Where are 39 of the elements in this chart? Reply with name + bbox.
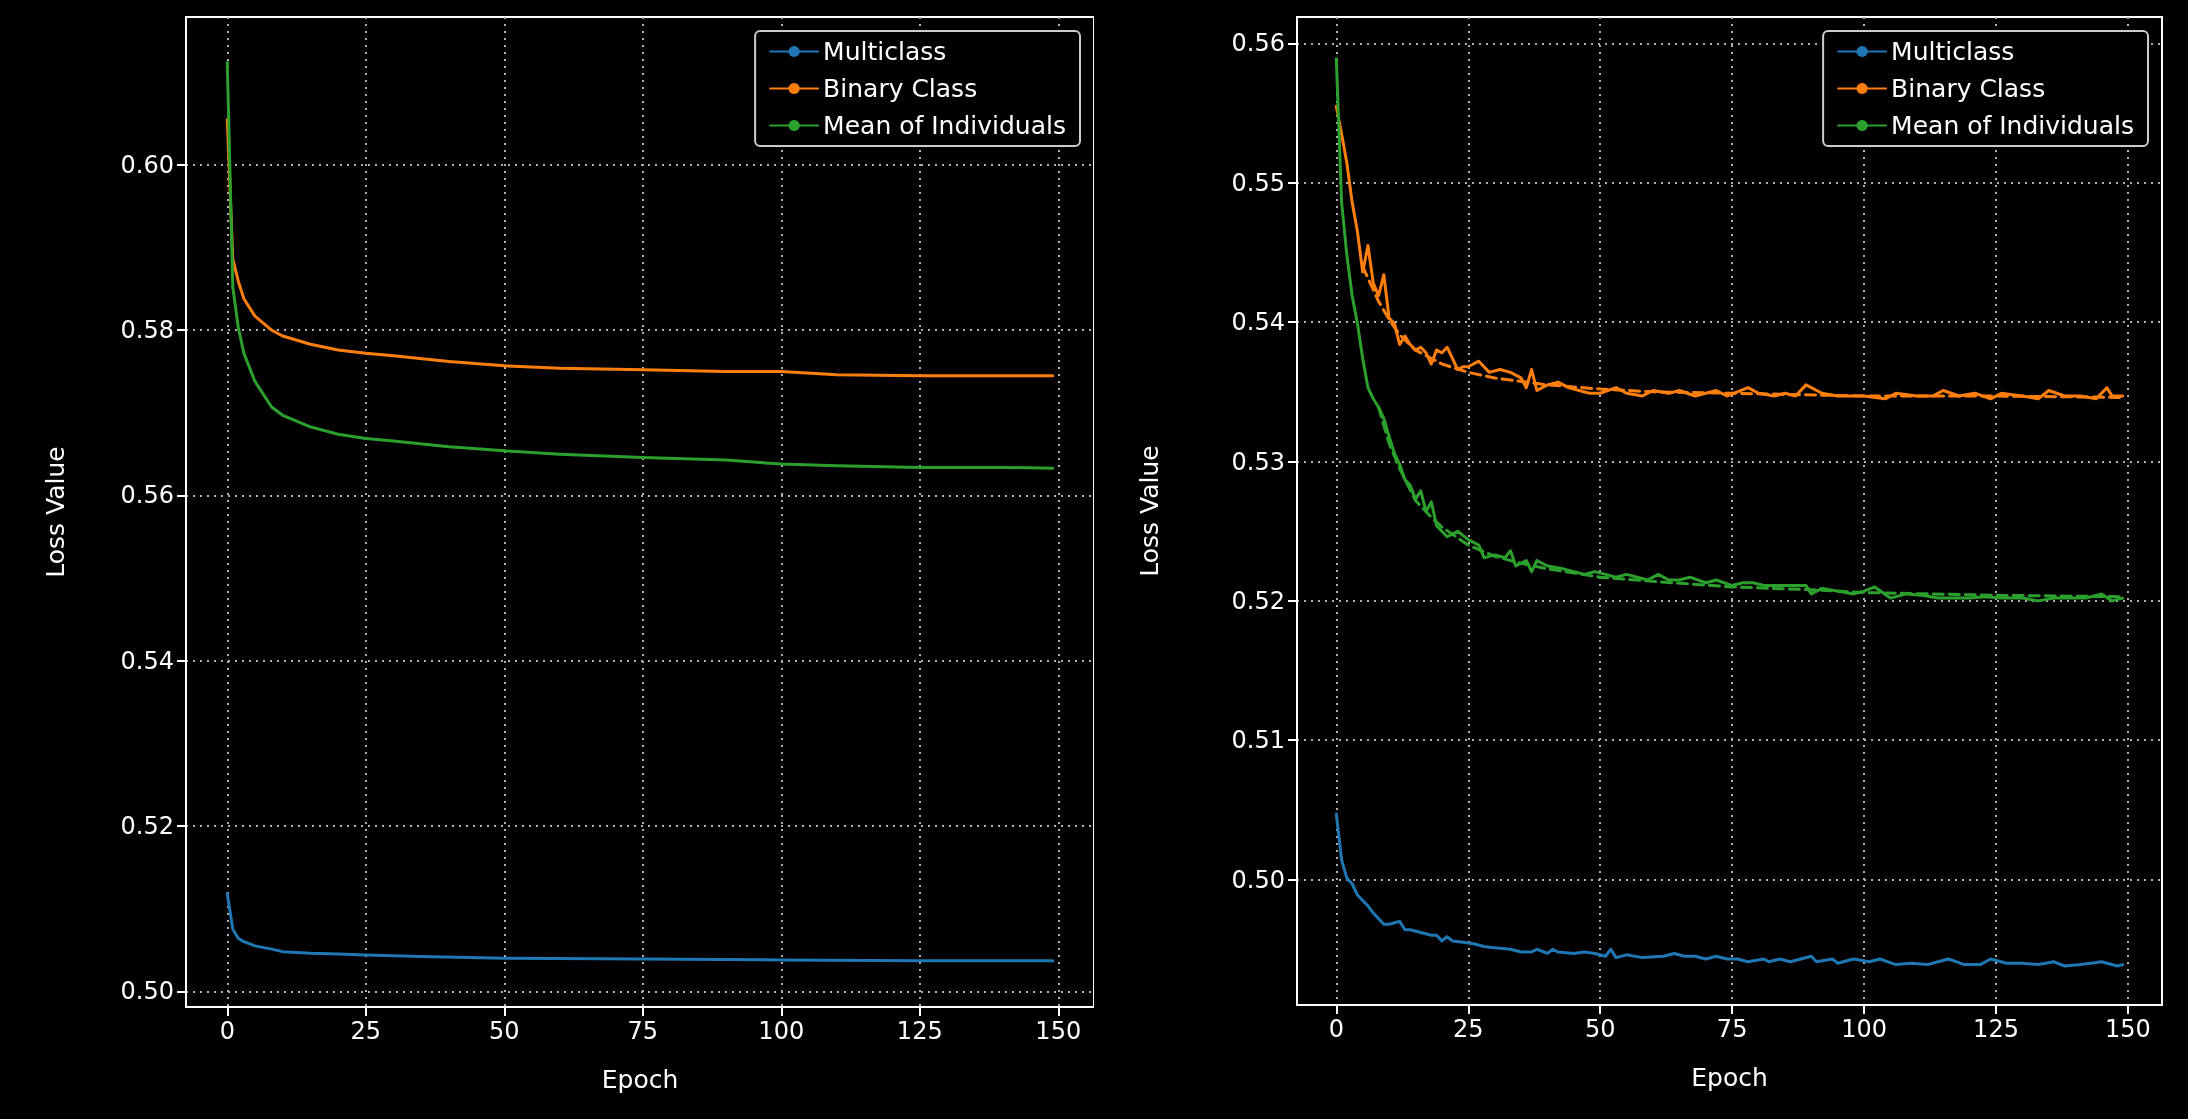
- legend-label: Mean of Individuals: [1891, 111, 2135, 140]
- y-tick-label: 0.52: [120, 812, 174, 841]
- legend-label: Multiclass: [823, 37, 947, 66]
- x-tick-label: 50: [1584, 1015, 1616, 1043]
- y-tick-label: 0.55: [1231, 168, 1285, 197]
- x-tick-label: 75: [627, 1017, 659, 1045]
- y-tick-label: 0.54: [1231, 308, 1285, 337]
- x-tick-label: 50: [489, 1017, 520, 1045]
- x-tick-label: 0: [219, 1017, 235, 1045]
- x-tick-label: 75: [1716, 1015, 1748, 1043]
- x-tick-label: 150: [1035, 1017, 1082, 1045]
- line-series: [225, 892, 1055, 963]
- x-tick-label: 125: [896, 1017, 943, 1045]
- x-tick-label: 0: [1328, 1015, 1344, 1043]
- y-tick-label: 0.50: [120, 977, 174, 1006]
- y-axis-title: Loss Value: [41, 446, 70, 578]
- y-tick-label: 0.60: [120, 150, 174, 179]
- y-tick-label: 0.52: [1231, 586, 1285, 615]
- x-tick-label: 100: [1841, 1015, 1887, 1043]
- y-tick-label: 0.56: [120, 481, 174, 510]
- x-tick-label: 125: [1973, 1015, 2019, 1043]
- y-axis-title: Loss Value: [1135, 445, 1164, 577]
- legend-label: Mean of Individuals: [823, 111, 1067, 140]
- y-tick-label: 0.58: [120, 316, 174, 345]
- y-tick-label: 0.56: [1231, 29, 1285, 58]
- y-tick-label: 0.53: [1231, 447, 1285, 476]
- y-tick-label: 0.50: [1231, 865, 1285, 894]
- x-tick-label: 150: [2105, 1015, 2151, 1043]
- legend-label: Binary Class: [823, 74, 978, 103]
- legend-label: Binary Class: [1891, 74, 2046, 103]
- x-tick-label: 25: [350, 1017, 382, 1045]
- x-axis-title: Epoch: [601, 1065, 679, 1094]
- x-tick-label: 100: [758, 1017, 805, 1045]
- x-axis-title: Epoch: [1691, 1063, 1768, 1092]
- legend-label: Multiclass: [1891, 37, 2015, 66]
- y-tick-label: 0.51: [1231, 726, 1285, 755]
- line-series: [1334, 812, 2125, 968]
- y-tick-label: 0.54: [120, 646, 174, 675]
- x-tick-label: 25: [1452, 1015, 1484, 1043]
